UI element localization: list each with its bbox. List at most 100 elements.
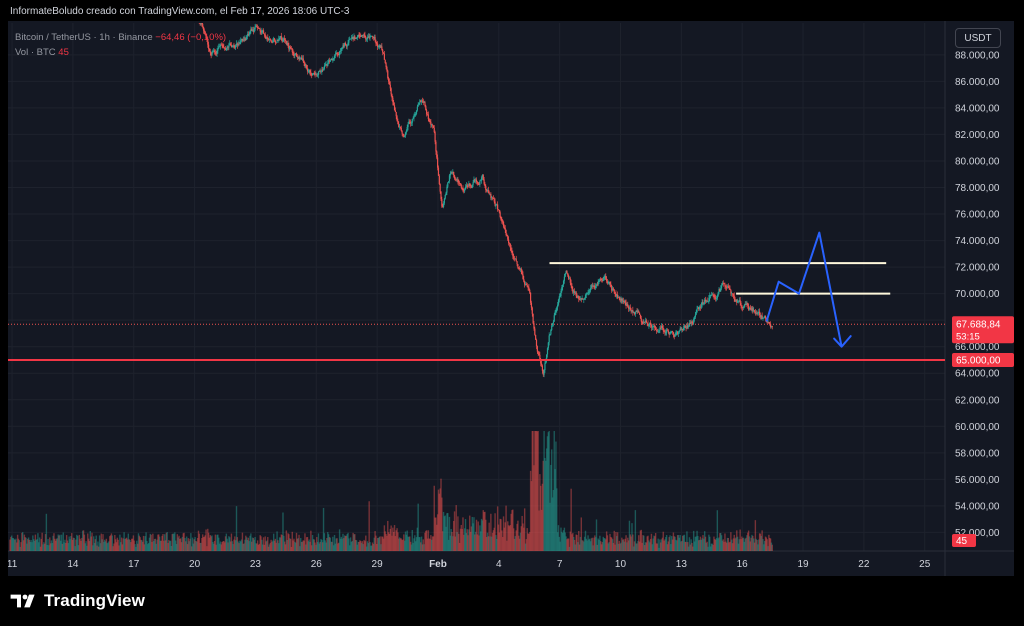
volume-bar — [443, 516, 446, 551]
x-tick-label: 25 — [919, 559, 931, 570]
volume-bar — [474, 534, 476, 551]
candle-body — [673, 334, 675, 337]
legend-volume-row[interactable]: Vol · BTC 45 — [15, 45, 226, 60]
volume-bar — [702, 535, 704, 551]
candle-body — [732, 294, 734, 296]
candle-body — [280, 36, 282, 40]
volume-bar — [719, 533, 721, 551]
projection-path[interactable] — [765, 231, 843, 347]
volume-bar — [25, 537, 27, 551]
volume-bar — [629, 534, 632, 551]
candle-body — [633, 312, 636, 315]
volume-bar — [350, 541, 353, 551]
candle-body — [304, 63, 306, 67]
volume-bar — [345, 535, 348, 551]
volume-bar — [387, 520, 389, 551]
volume-bar — [316, 541, 319, 551]
candle-body — [729, 288, 731, 290]
volume-bar — [64, 539, 66, 551]
volume-bar — [257, 544, 260, 551]
candle-body — [360, 35, 363, 37]
currency-selector[interactable]: USDT — [955, 28, 1001, 48]
volume-bar — [242, 543, 244, 551]
volume-bar — [35, 539, 37, 551]
candle-body — [277, 40, 279, 41]
candle-body — [209, 51, 211, 53]
volume-bar — [278, 543, 280, 551]
candle-body — [435, 141, 437, 152]
volume-bar — [742, 537, 745, 551]
candle-body — [354, 36, 356, 39]
volume-bar — [545, 460, 547, 551]
candle-body — [268, 39, 271, 40]
volume-bar — [625, 535, 627, 551]
volume-bar — [486, 532, 489, 551]
volume-bar — [381, 536, 383, 551]
volume-bar — [768, 534, 770, 551]
candle-body — [582, 298, 584, 300]
volume-bar — [621, 539, 624, 551]
candle-body — [460, 184, 462, 188]
volume-bar — [740, 539, 742, 551]
volume-bar — [92, 545, 94, 551]
volume-bar — [508, 526, 511, 551]
volume-bar — [52, 535, 54, 551]
candle-body — [519, 268, 522, 270]
candle-body — [477, 183, 479, 184]
volume-bar — [367, 543, 370, 551]
volume-bar — [70, 536, 72, 551]
candle-body — [715, 297, 717, 299]
volume-bar — [554, 469, 556, 551]
legend-symbol-row[interactable]: Bitcoin / TetherUS · 1h · Binance −64,46… — [15, 30, 226, 45]
price-chart[interactable]: 52.000,0054.000,0056.000,0058.000,0060.0… — [8, 21, 1014, 576]
volume-bar — [341, 538, 343, 551]
y-tick-label: 76.000,00 — [955, 210, 1000, 221]
legend-change: −64,46 (−0,10%) — [155, 32, 227, 43]
candle-body — [419, 100, 421, 104]
volume-bar — [361, 541, 364, 551]
candle-body — [757, 312, 759, 314]
volume-bar — [241, 532, 244, 551]
volume-bar — [605, 531, 608, 551]
candle-body — [651, 326, 653, 328]
volume-bar — [334, 543, 337, 551]
candle-body — [335, 53, 337, 55]
candle-body — [464, 186, 467, 190]
candle-body — [500, 216, 502, 221]
candle-body — [604, 276, 606, 278]
volume-bar — [53, 533, 55, 551]
candle-body — [598, 280, 600, 283]
volume-bar — [205, 529, 207, 551]
volume-bar — [300, 538, 302, 551]
candle-body — [523, 279, 525, 282]
volume-bar — [174, 532, 176, 551]
volume-bar — [152, 541, 155, 551]
volume-bar — [176, 534, 179, 551]
volume-bar — [559, 541, 561, 551]
candle-body — [605, 276, 607, 279]
candle-body — [637, 311, 639, 313]
volume-bar — [703, 538, 705, 551]
candle-body — [443, 198, 445, 204]
candle-body — [663, 330, 665, 332]
volume-bar — [358, 541, 360, 551]
candle-body — [607, 282, 609, 284]
candle-body — [486, 189, 488, 191]
volume-bar — [67, 543, 70, 551]
candle-body — [448, 175, 451, 182]
volume-bar — [310, 530, 312, 551]
volume-bar — [12, 538, 15, 551]
tradingview-logo[interactable]: TradingView — [10, 590, 145, 612]
chart-panel[interactable]: 52.000,00 54.000,00 56.000,00 58.000,00 60.0… — [8, 21, 1014, 576]
volume-bar — [270, 539, 272, 551]
candle-body — [770, 326, 773, 328]
candle-body — [740, 303, 742, 306]
candle-body — [665, 332, 667, 334]
volume-bar — [623, 541, 626, 551]
volume-bar — [292, 540, 294, 551]
volume-bar — [143, 544, 146, 551]
candle-body — [760, 315, 762, 318]
candle-body — [600, 278, 603, 280]
volume-bar — [265, 541, 267, 551]
candle-body — [470, 185, 473, 188]
